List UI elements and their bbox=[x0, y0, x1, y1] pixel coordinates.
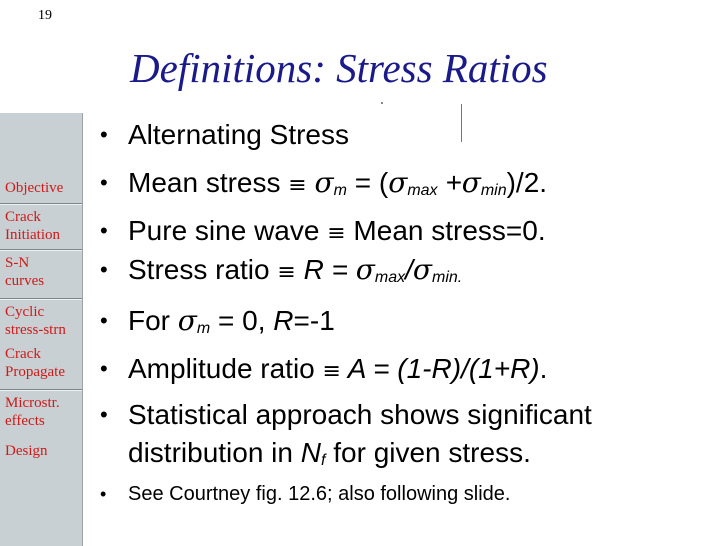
bullet-text: Alternating Stress bbox=[128, 120, 349, 150]
bullet-text-part: N bbox=[300, 437, 321, 468]
sigma-symbol: σ bbox=[461, 166, 481, 199]
equiv-symbol: ≡ bbox=[327, 221, 346, 246]
bullet-text-part: for given stress. bbox=[325, 437, 531, 468]
bullet-text-continuation: distribution in Nf for given stress. bbox=[128, 438, 531, 476]
sidebar-item-label: Cyclic stress-strn bbox=[5, 304, 66, 338]
subscript: min bbox=[480, 182, 507, 199]
title-bar-mark bbox=[461, 104, 462, 142]
bullet-text-part: R = bbox=[295, 254, 356, 285]
bullet-text-part: )/2. bbox=[506, 167, 548, 198]
bullet-text-part: Amplitude ratio bbox=[128, 353, 323, 384]
bullet-text-part: R bbox=[273, 305, 294, 336]
slide-number: 19 bbox=[38, 8, 52, 23]
sigma-symbol: σ bbox=[177, 304, 197, 337]
sigma-symbol: σ bbox=[314, 166, 334, 199]
bullet-marker: • bbox=[100, 218, 108, 243]
bullet-text-part: A = (1-R)/(1+R) bbox=[340, 353, 540, 384]
sidebar-item-design[interactable]: Design bbox=[0, 438, 82, 468]
sidebar-item-label: Microstr. effects bbox=[5, 395, 60, 429]
bullet-text: See Courtney fig. 12.6; also following s… bbox=[128, 483, 510, 505]
sigma-symbol: σ bbox=[388, 166, 408, 199]
sidebar-item-label: Objective bbox=[5, 180, 64, 196]
equiv-symbol: ≡ bbox=[277, 260, 296, 285]
subscript: f bbox=[321, 452, 326, 469]
bullet-text: For σm = 0, R=-1 bbox=[128, 306, 335, 344]
sidebar-item-crack-propagate[interactable]: Crack Propagate bbox=[0, 341, 78, 385]
bullet-text-part: Statistical approach shows significant bbox=[128, 399, 592, 430]
sidebar-item-crack-initiation[interactable]: Crack Initiation bbox=[0, 204, 70, 244]
subscript: m bbox=[333, 182, 347, 199]
bullet-text-part: + bbox=[437, 167, 462, 198]
bullet-text-part bbox=[307, 167, 315, 198]
bullet-text: Mean stress ≡ σm = (σmax +σmin)/2. bbox=[128, 168, 547, 206]
sidebar-divider bbox=[0, 298, 82, 300]
title-dot-mark bbox=[381, 102, 383, 104]
equiv-symbol: ≡ bbox=[288, 173, 307, 198]
bullet-marker: • bbox=[100, 484, 107, 504]
sigma-symbol: σ bbox=[412, 253, 433, 286]
bullet-text-part: Alternating Stress bbox=[128, 119, 349, 150]
sidebar-divider bbox=[0, 389, 82, 391]
sidebar-item-cyclic-stress-strain[interactable]: Cyclic stress-strn bbox=[0, 299, 76, 345]
bullet-text-part: Mean stress=0. bbox=[345, 215, 546, 246]
sidebar-divider bbox=[0, 203, 82, 205]
bullet-text: Pure sine wave ≡ Mean stress=0. bbox=[128, 216, 546, 249]
bullet-text-part: =-1 bbox=[293, 305, 335, 336]
bullet-text: Statistical approach shows significant bbox=[128, 400, 592, 430]
sidebar-item-sn-curves[interactable]: S-N curves bbox=[0, 250, 55, 292]
bullet-text-part: Pure sine wave bbox=[128, 215, 328, 246]
sidebar-item-label: S-N curves bbox=[5, 255, 45, 289]
bullet-text-part: . bbox=[539, 353, 548, 384]
sigma-symbol: σ bbox=[355, 253, 375, 286]
bullet-text-part: See Courtney fig. 12.6; also following s… bbox=[128, 483, 511, 505]
bullet-text-part: For bbox=[128, 305, 178, 336]
sidebar-nav: Objective Crack Initiation S-N curves Cy… bbox=[0, 113, 83, 546]
bullet-marker: • bbox=[100, 257, 108, 282]
bullet-marker: • bbox=[100, 402, 108, 427]
subscript: max bbox=[374, 269, 406, 286]
bullet-text-part: = 0, bbox=[210, 305, 274, 336]
bullet-marker: • bbox=[100, 122, 108, 147]
bullet-text-part: distribution in bbox=[128, 437, 301, 468]
subscript: min. bbox=[432, 269, 463, 286]
sidebar-divider bbox=[0, 249, 82, 251]
subscript: m bbox=[196, 320, 211, 337]
bullet-marker: • bbox=[100, 170, 108, 195]
bullet-text-part: = ( bbox=[346, 167, 389, 198]
sidebar-item-label: Crack Propagate bbox=[5, 346, 65, 380]
bullet-text: Amplitude ratio ≡ A = (1-R)/(1+R). bbox=[128, 354, 547, 387]
bullet-text-part: Stress ratio bbox=[128, 254, 278, 285]
sidebar-item-objective[interactable]: Objective bbox=[0, 175, 82, 213]
sidebar-item-label: Design bbox=[5, 443, 48, 459]
subscript: max bbox=[407, 182, 438, 199]
equiv-symbol: ≡ bbox=[322, 359, 341, 384]
bullet-text-part: Mean stress bbox=[128, 167, 289, 198]
sidebar-item-microstructure-effects[interactable]: Microstr. effects bbox=[0, 390, 70, 434]
bullet-text-part: / bbox=[405, 254, 413, 285]
bullet-marker: • bbox=[100, 308, 108, 333]
bullet-marker: • bbox=[100, 356, 108, 381]
slide-title: Definitions: Stress Ratios bbox=[130, 45, 548, 91]
bullet-text: Stress ratio ≡ R = σmax/σmin. bbox=[128, 255, 462, 293]
sidebar-item-label: Crack Initiation bbox=[5, 209, 60, 243]
